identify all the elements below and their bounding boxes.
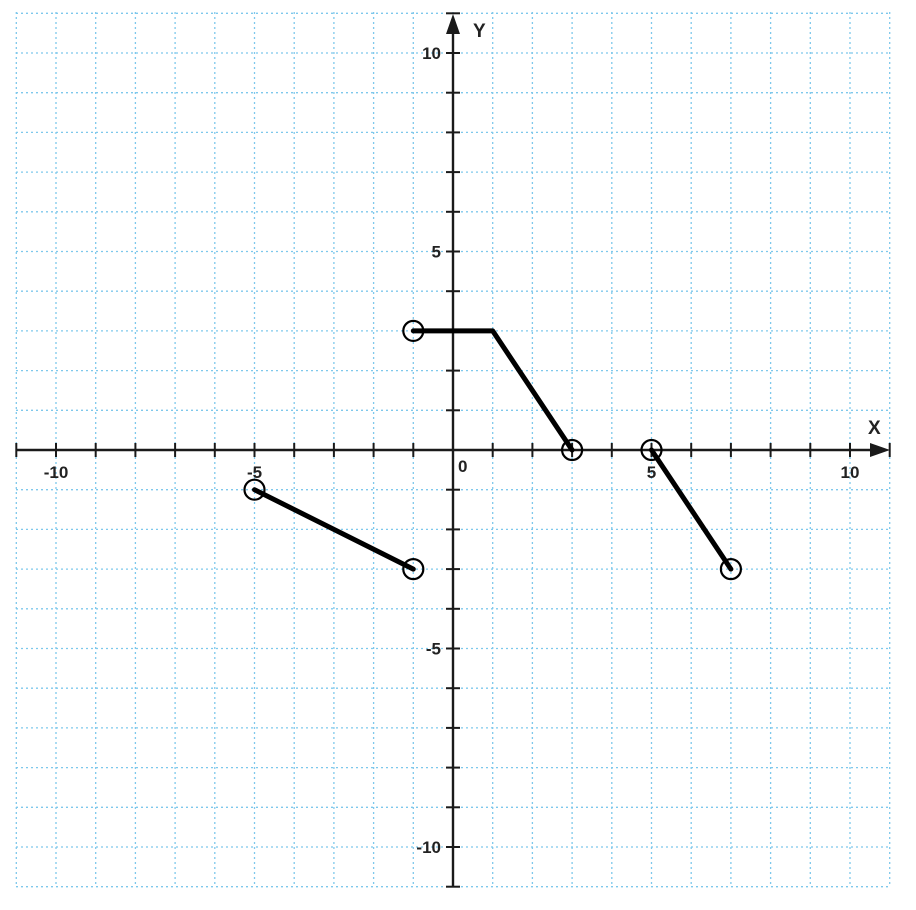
grid (15, 12, 891, 888)
x-axis-arrow-icon (870, 443, 890, 457)
data-point (719, 557, 743, 581)
data-point (243, 478, 266, 501)
data-point (560, 438, 584, 462)
y-tick-label: -10 (416, 838, 441, 857)
y-axis-arrow-icon (446, 14, 460, 34)
origin-label: 0 (458, 457, 467, 476)
axes (16, 14, 890, 886)
x-axis-label: X (868, 418, 881, 439)
tick-labels: -10 -5 5 10 10 5 -5 -10 (44, 44, 860, 857)
y-tick-label: 10 (422, 44, 441, 63)
y-tick-label: 5 (432, 243, 441, 262)
x-tick-label: 5 (647, 463, 656, 482)
data-point (640, 438, 663, 462)
y-tick-label: -5 (426, 640, 441, 659)
series-group (243, 319, 743, 581)
data-point (402, 319, 425, 342)
series-line (252, 487, 416, 572)
x-tick-label: -10 (44, 463, 69, 482)
ticks (15, 12, 891, 888)
data-point (402, 557, 425, 581)
series-line (410, 328, 575, 453)
x-tick-label: -5 (247, 463, 262, 482)
series-line (649, 447, 734, 572)
x-tick-label: 10 (841, 463, 860, 482)
y-axis-label: Y (473, 21, 486, 42)
